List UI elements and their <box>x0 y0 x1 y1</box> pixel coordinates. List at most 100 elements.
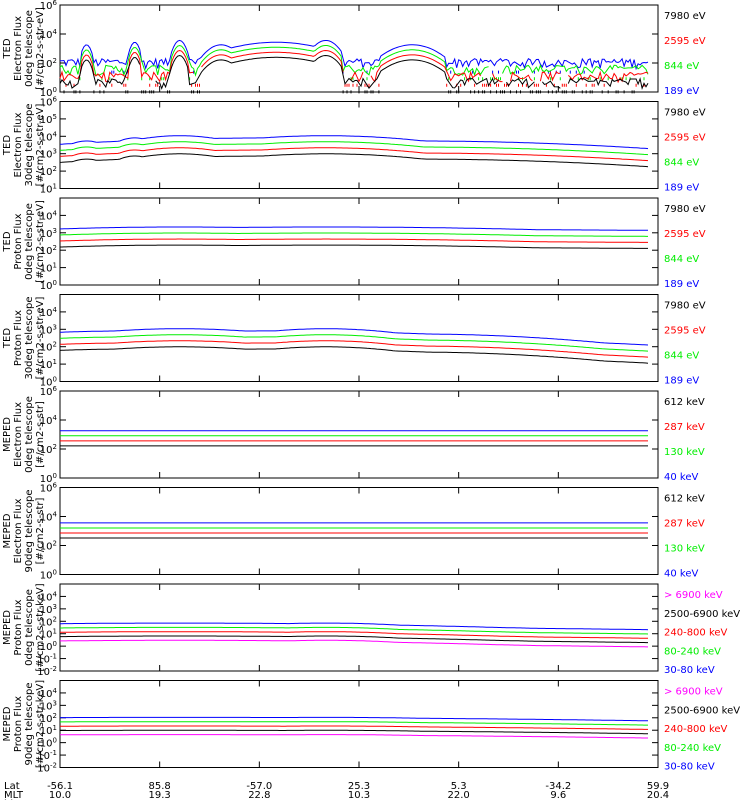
series-line <box>59 147 649 162</box>
y-axis-label: TED <box>2 38 13 59</box>
y-axis-label: Electron Flux <box>13 112 24 177</box>
x-tick-label-mlt: 20.4 <box>647 790 669 800</box>
legend-entry: 189 eV <box>664 183 699 194</box>
legend-entry: 7980 eV <box>664 11 706 22</box>
legend-entry: 2595 eV <box>664 36 706 47</box>
y-axis-label: 0deg telescope <box>24 203 35 280</box>
legend-entry: 2595 eV <box>664 326 706 337</box>
y-axis-label: 90deg telescope <box>24 489 35 572</box>
y-tick-label: 104 <box>40 511 58 524</box>
legend-entry: 130 keV <box>664 544 705 555</box>
y-axis-label: Electron Flux <box>13 498 24 563</box>
legend-entry: 7980 eV <box>664 301 706 312</box>
x-tick-label-lat: -56.1 <box>47 781 73 792</box>
legend-entry: 30-80 keV <box>664 665 715 676</box>
x-tick-label-mlt: 10.3 <box>348 790 370 800</box>
legend-entry: 844 eV <box>664 158 699 169</box>
y-axis-label: [#/cm2-s-str-keV] <box>35 680 46 768</box>
legend-entry: 844 eV <box>664 254 699 265</box>
legend-entry: 844 eV <box>664 61 699 72</box>
y-tick-label: 10-2 <box>37 762 57 775</box>
y-tick-label: 104 <box>40 130 58 143</box>
series-line <box>60 716 648 722</box>
y-axis-label: Electron Flux <box>13 402 24 467</box>
series-line <box>60 244 648 249</box>
y-axis-label: 30deg telescope <box>24 103 35 186</box>
x-tick-label-lat: 85.8 <box>149 781 171 792</box>
series-line <box>59 39 649 71</box>
legend-entry: 2500-6900 keV <box>664 609 740 620</box>
legend-entry: 7980 eV <box>664 204 706 215</box>
y-tick-label: 103 <box>40 323 57 336</box>
y-axis-label: TED <box>2 231 13 252</box>
series-line <box>59 340 649 358</box>
y-tick-label: 102 <box>40 165 57 178</box>
legend-entry: 287 keV <box>664 519 705 530</box>
series-line <box>60 226 648 231</box>
y-tick-label: 106 <box>40 482 58 495</box>
y-axis-label: Proton Flux <box>13 213 24 269</box>
legend-entry: 2500-6900 keV <box>664 705 740 716</box>
legend-entry: 30-80 keV <box>664 762 715 773</box>
legend-entry: 189 eV <box>664 376 699 387</box>
x-tick-label-mlt: 19.3 <box>149 790 171 800</box>
y-tick-label: 101 <box>40 262 57 275</box>
y-tick-label: 102 <box>40 341 57 354</box>
series-line <box>60 622 649 631</box>
series-line <box>59 334 649 352</box>
y-tick-label: 104 <box>40 28 58 41</box>
series-line <box>59 346 649 364</box>
y-axis-label: [#/cm2-s-str] <box>35 497 46 564</box>
legend-entry: > 6900 keV <box>664 590 723 601</box>
series-noise-ticks <box>65 83 645 87</box>
x-tick-label-mlt: 9.6 <box>550 790 566 800</box>
series-line <box>60 725 648 730</box>
x-tick-label-lat: 25.3 <box>348 781 370 792</box>
y-tick-label: 10-1 <box>37 653 57 666</box>
series-line <box>59 49 649 84</box>
x-row-label: Lat <box>4 781 20 792</box>
panel-frame <box>59 487 659 575</box>
series-line <box>60 635 648 644</box>
y-tick-label: 10-2 <box>37 665 57 678</box>
y-axis-label: 90deg telescope <box>24 682 35 765</box>
legend-entry: 240-800 keV <box>664 724 728 735</box>
series-line <box>59 153 649 168</box>
y-tick-label: 105 <box>40 113 57 126</box>
legend-entry: 612 keV <box>664 494 705 505</box>
y-tick-label: 101 <box>40 724 57 737</box>
y-axis-label: TED <box>2 135 13 156</box>
legend-entry: 7980 eV <box>664 108 706 119</box>
legend-entry: 287 keV <box>664 422 705 433</box>
y-tick-label: 100 <box>40 376 57 389</box>
series-line <box>60 729 648 735</box>
y-axis-label: [#/cm2-s-str-eV] <box>35 200 46 283</box>
series-line <box>59 44 649 77</box>
series-line <box>60 734 648 739</box>
y-tick-label: 102 <box>40 540 57 553</box>
series-noise-ticks <box>63 90 635 94</box>
series-line <box>59 135 649 150</box>
y-axis-label: Electron Flux <box>13 16 24 81</box>
x-tick-label-lat: 5.3 <box>451 781 467 792</box>
series-line <box>59 238 648 243</box>
y-tick-label: 10-1 <box>37 749 57 762</box>
x-row-label: MLT <box>4 790 24 800</box>
panel-frame <box>59 101 659 189</box>
legend-entry: 189 eV <box>664 279 699 290</box>
y-tick-label: 106 <box>40 96 58 109</box>
y-axis-label: MEPED <box>2 513 13 548</box>
y-axis-label: MEPED <box>2 706 13 741</box>
series-line <box>60 639 648 648</box>
legend-entry: 40 keV <box>664 569 698 580</box>
y-axis-label: [#/cm2-s-str-eV] <box>35 297 46 380</box>
y-tick-label: 102 <box>40 615 57 628</box>
x-tick-label-mlt: 10.0 <box>49 790 71 800</box>
legend-entry: 189 eV <box>664 86 699 97</box>
y-tick-label: 100 <box>40 472 57 485</box>
y-axis-label: 0deg telescope <box>24 396 35 473</box>
y-tick-label: 101 <box>40 358 57 371</box>
y-axis-label: Proton Flux <box>13 696 24 752</box>
y-tick-label: 100 <box>40 86 57 99</box>
